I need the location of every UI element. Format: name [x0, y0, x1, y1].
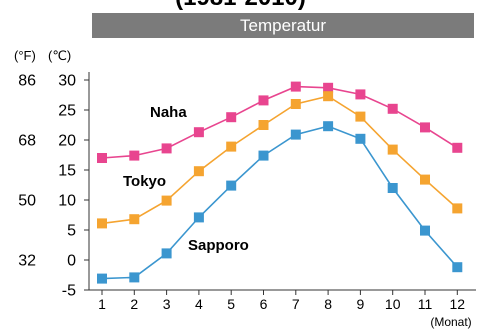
- data-point-naha: [129, 150, 140, 161]
- x-tick-label: 9: [357, 296, 365, 312]
- series-line-tokyo: [101, 95, 458, 225]
- data-point-tokyo: [193, 166, 204, 177]
- chart-subtitle-bar: Temperatur: [92, 13, 474, 38]
- y-tick-label-c: 25: [58, 103, 76, 120]
- x-tick-label: 6: [260, 296, 268, 312]
- series-label-tokyo: Tokyo: [123, 173, 166, 190]
- data-point-sapporo: [97, 273, 107, 284]
- y-unit-label-c: (℃): [48, 48, 71, 63]
- data-point-tokyo: [97, 218, 107, 229]
- y-tick-label-f: 86: [18, 73, 36, 90]
- y-tick-label-c: 20: [58, 133, 76, 150]
- y-tick-label-c: 10: [58, 193, 76, 210]
- y-unit-label-f: (°F): [14, 48, 36, 63]
- data-point-sapporo: [452, 262, 463, 273]
- y-tick-label-c: 15: [58, 163, 76, 180]
- data-point-tokyo: [452, 203, 463, 214]
- data-point-tokyo: [323, 91, 334, 102]
- data-point-naha: [97, 153, 107, 163]
- x-tick-label: 11: [418, 296, 433, 312]
- y-tick-label-c: 30: [58, 73, 76, 90]
- y-tick-label-c: -5: [62, 283, 76, 300]
- x-tick-label: 1: [98, 296, 106, 312]
- y-tick-label-f: 68: [18, 133, 36, 150]
- y-tick-label-c: 0: [67, 253, 76, 270]
- x-tick-label: 7: [292, 296, 300, 312]
- y-tick-label-f: 32: [18, 253, 36, 270]
- x-tick-label: 5: [227, 296, 235, 312]
- series-label-sapporo: Sapporo: [188, 237, 249, 254]
- data-point-tokyo: [355, 111, 366, 122]
- y-tick-label-f: 50: [18, 193, 36, 210]
- data-point-naha: [355, 89, 366, 100]
- data-point-sapporo: [290, 129, 301, 140]
- y-tick-label-c: 5: [67, 223, 76, 240]
- x-axis-label: (Monat): [430, 315, 471, 329]
- data-point-naha: [452, 142, 463, 153]
- data-point-naha: [420, 122, 430, 133]
- data-point-naha: [387, 103, 398, 114]
- data-point-tokyo: [420, 174, 430, 185]
- data-point-naha: [226, 112, 237, 123]
- data-point-naha: [290, 81, 301, 92]
- x-tick-label: 3: [163, 296, 171, 312]
- data-point-sapporo: [387, 183, 398, 193]
- x-tick-label: 8: [324, 296, 332, 312]
- series-line-naha: [101, 85, 458, 159]
- data-point-tokyo: [290, 99, 301, 109]
- data-point-sapporo: [226, 180, 237, 191]
- series-label-naha: Naha: [150, 104, 187, 121]
- data-point-sapporo: [355, 133, 366, 144]
- data-point-tokyo: [129, 214, 140, 225]
- data-point-sapporo: [161, 248, 172, 259]
- data-point-naha: [323, 82, 334, 93]
- series-line-sapporo: [101, 125, 458, 280]
- data-point-tokyo: [387, 144, 398, 155]
- data-point-naha: [161, 143, 172, 154]
- x-tick-label: 12: [450, 296, 466, 312]
- data-point-tokyo: [226, 141, 237, 152]
- data-point-tokyo: [258, 120, 269, 130]
- data-point-sapporo: [129, 272, 140, 283]
- x-tick-label: 4: [195, 296, 203, 312]
- x-tick-label: 2: [130, 296, 138, 312]
- data-point-sapporo: [420, 225, 430, 236]
- data-point-sapporo: [193, 212, 204, 223]
- data-point-naha: [193, 127, 204, 138]
- data-point-naha: [258, 95, 269, 106]
- x-tick-label: 10: [385, 296, 401, 312]
- data-point-sapporo: [258, 150, 269, 161]
- chart-title: (1981-2010): [0, 0, 481, 10]
- data-point-tokyo: [161, 195, 172, 206]
- data-point-sapporo: [323, 121, 334, 132]
